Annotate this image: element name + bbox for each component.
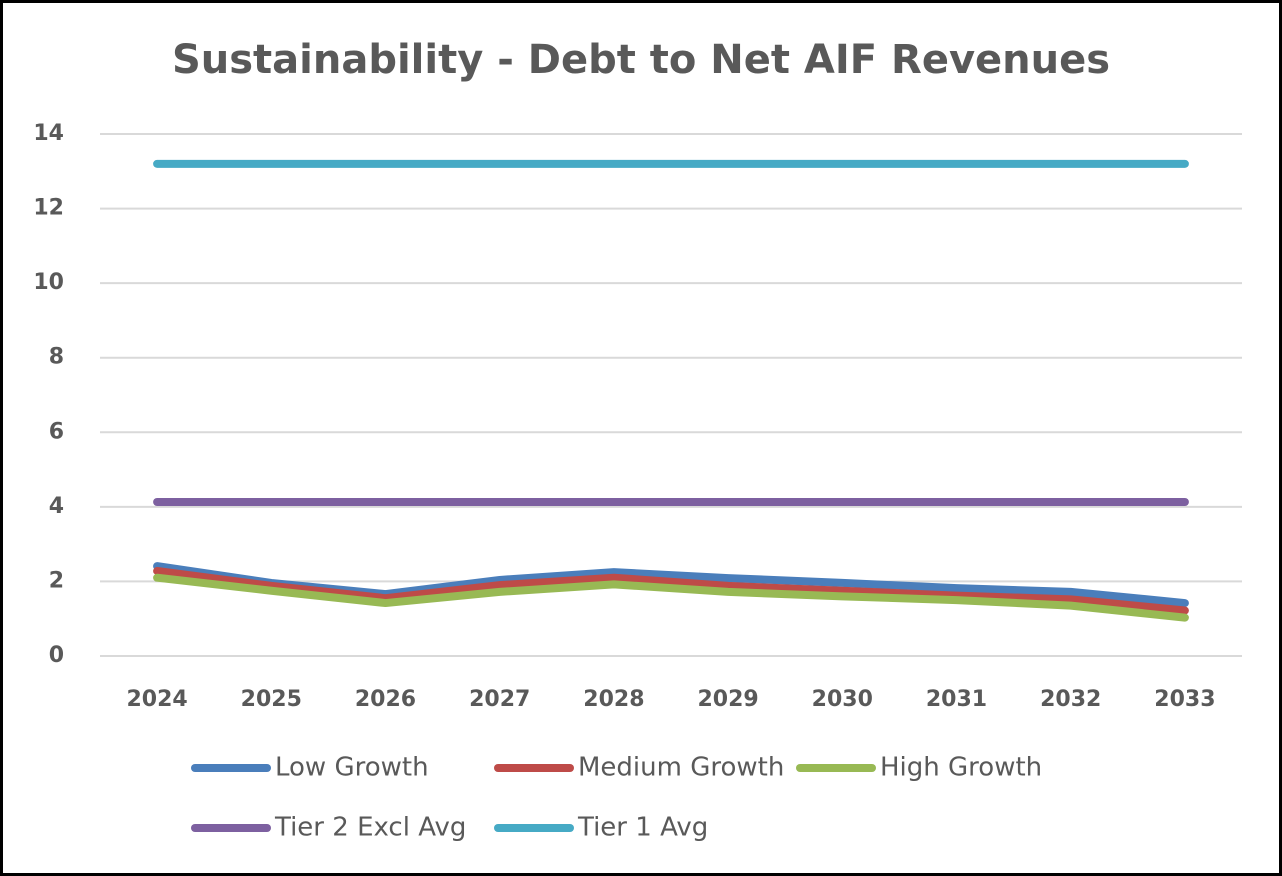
legend-label: High Growth xyxy=(880,753,1042,783)
x-tick-label: 2024 xyxy=(126,687,187,712)
y-tick-label: 6 xyxy=(49,419,64,444)
chart-title: Sustainability - Debt to Net AIF Revenue… xyxy=(172,37,1110,83)
x-tick-label: 2029 xyxy=(697,687,758,712)
series-line xyxy=(153,566,1189,615)
series-line xyxy=(153,573,1189,622)
x-tick-label: 2027 xyxy=(469,687,530,712)
x-tick-label: 2025 xyxy=(241,687,302,712)
x-tick-label: 2032 xyxy=(1040,687,1101,712)
x-tick-label: 2026 xyxy=(355,687,416,712)
legend-label: Medium Growth xyxy=(578,753,784,783)
y-tick-label: 8 xyxy=(49,345,64,370)
y-tick-label: 0 xyxy=(49,643,64,668)
x-tick-label: 2030 xyxy=(812,687,873,712)
legend-label: Tier 1 Avg xyxy=(577,813,708,843)
x-tick-label: 2028 xyxy=(583,687,644,712)
y-tick-label: 12 xyxy=(33,196,64,221)
legend-label: Low Growth xyxy=(275,753,429,783)
legend-label: Tier 2 Excl Avg xyxy=(274,813,466,843)
y-tick-label: 4 xyxy=(49,494,64,519)
y-tick-label: 14 xyxy=(33,121,64,146)
y-tick-label: 10 xyxy=(33,270,64,295)
x-tick-label: 2031 xyxy=(926,687,987,712)
x-tick-label: 2033 xyxy=(1154,687,1215,712)
y-tick-label: 2 xyxy=(49,568,64,593)
